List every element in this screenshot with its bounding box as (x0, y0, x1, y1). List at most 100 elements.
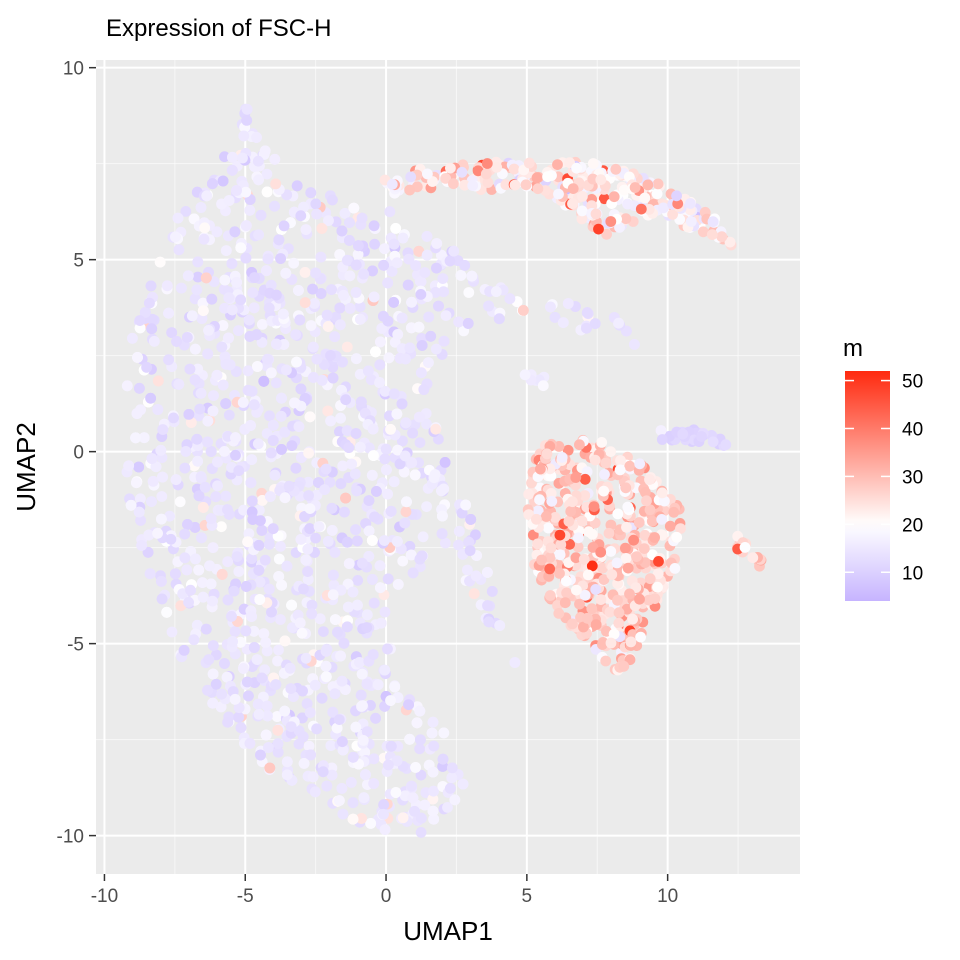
data-point (356, 813, 367, 824)
data-point (509, 657, 521, 668)
data-point (431, 238, 443, 249)
data-point (215, 701, 227, 713)
data-point (141, 362, 153, 373)
data-point (658, 202, 669, 214)
data-point (207, 640, 219, 651)
data-point (191, 433, 203, 445)
data-point (595, 174, 607, 186)
data-point (409, 805, 420, 817)
data-point (251, 654, 263, 665)
data-point (193, 564, 205, 576)
data-point (345, 777, 357, 788)
data-point (540, 511, 552, 522)
data-point (545, 488, 557, 499)
data-point (438, 286, 449, 298)
data-point (605, 446, 616, 457)
data-point (622, 501, 634, 513)
data-point (363, 495, 375, 506)
data-point (318, 626, 329, 637)
data-point (244, 738, 256, 749)
data-point (207, 542, 219, 553)
data-point (261, 186, 273, 198)
data-point (195, 471, 207, 483)
data-point (612, 578, 623, 589)
data-point (333, 795, 345, 806)
data-point (599, 469, 610, 480)
data-point (259, 664, 271, 676)
data-point (179, 528, 191, 540)
data-point (205, 446, 217, 457)
data-point (644, 474, 655, 485)
data-point (352, 599, 363, 611)
data-point (243, 690, 254, 702)
data-point (161, 280, 173, 292)
data-point (304, 523, 316, 535)
data-point (207, 595, 218, 607)
data-point (415, 812, 427, 824)
data-point (247, 514, 259, 525)
data-point (644, 504, 656, 516)
data-point (245, 420, 256, 431)
data-point (216, 521, 227, 533)
data-point (350, 259, 362, 271)
data-point (374, 560, 386, 572)
data-point (388, 296, 400, 308)
data-point (259, 145, 271, 157)
data-point (311, 353, 323, 365)
data-point (154, 256, 166, 268)
data-point (262, 353, 273, 365)
data-point (659, 495, 670, 507)
data-point (398, 466, 410, 478)
data-point (180, 446, 192, 457)
data-point (354, 301, 366, 312)
data-point (385, 424, 396, 435)
data-point (263, 302, 275, 314)
data-point (431, 262, 442, 274)
data-point (326, 284, 337, 295)
data-point (612, 508, 624, 520)
data-point (358, 268, 370, 280)
data-point (182, 270, 194, 282)
data-point (614, 464, 626, 476)
data-point (313, 477, 324, 488)
data-point (347, 797, 359, 809)
legend-tick-label: 50 (902, 372, 923, 393)
data-point (463, 287, 475, 298)
data-point (350, 287, 362, 298)
data-point (301, 698, 313, 710)
data-point (143, 529, 155, 541)
data-point (375, 336, 386, 348)
data-point (281, 756, 293, 768)
data-point (564, 538, 575, 550)
data-point (378, 310, 389, 322)
data-point (453, 316, 465, 328)
data-point (379, 243, 390, 255)
data-point (242, 365, 254, 377)
data-point (598, 574, 610, 585)
data-point (571, 584, 582, 596)
data-point (309, 298, 320, 309)
data-point (351, 535, 363, 547)
data-point (145, 392, 157, 404)
data-point (263, 538, 275, 550)
data-point (216, 569, 228, 580)
axes: -10 -5 0 5 10 10 5 0 -5 -10 (57, 59, 679, 907)
data-point (453, 525, 465, 537)
data-point (223, 195, 235, 206)
data-point (222, 594, 234, 606)
data-point (523, 488, 535, 500)
data-point (544, 463, 556, 475)
data-point (397, 555, 409, 567)
data-point (273, 644, 284, 656)
data-point (378, 259, 390, 271)
data-point (656, 514, 668, 525)
data-point (350, 721, 362, 733)
data-point (327, 372, 339, 384)
data-point (567, 198, 578, 210)
data-point (240, 581, 252, 592)
data-point (397, 812, 409, 824)
data-point (620, 542, 631, 554)
data-point (444, 255, 456, 267)
data-point (413, 321, 425, 333)
data-point (303, 740, 315, 752)
